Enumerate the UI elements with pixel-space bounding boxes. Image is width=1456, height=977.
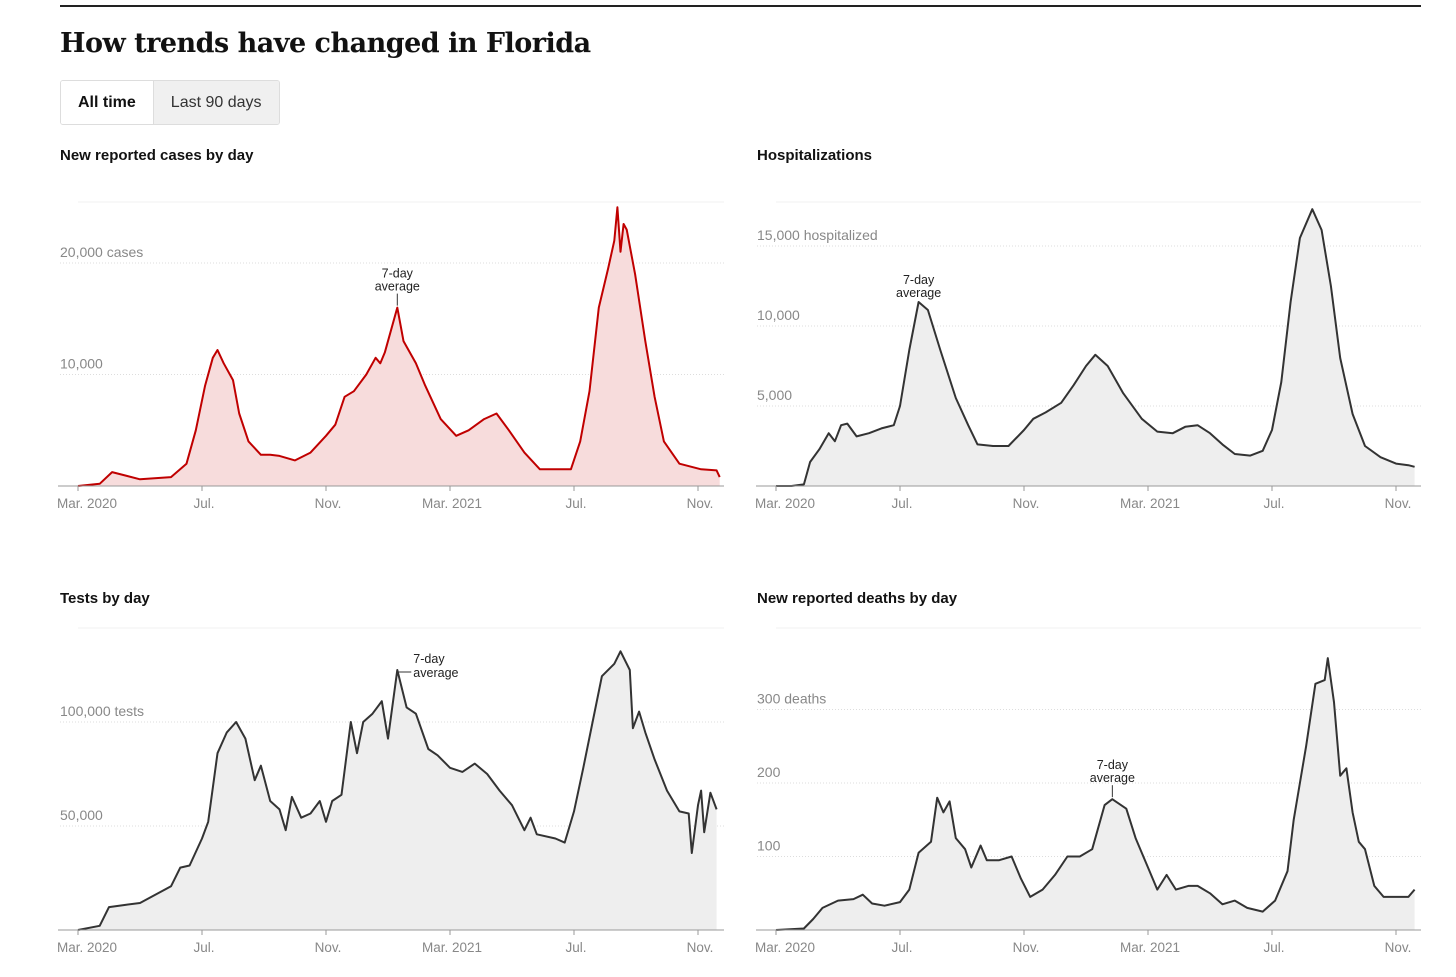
x-tick-label: Jul. (891, 496, 912, 511)
x-tick-label: Nov. (1013, 496, 1040, 511)
page-title: How trends have changed in Florida (60, 28, 591, 59)
y-tick-label: 10,000 (757, 307, 800, 323)
annotation-average: average (413, 666, 458, 680)
x-tick-label: Jul. (193, 496, 214, 511)
cases-chart: 20,000 cases 10,000 Mar. 2020 Jul. Nov. Mar. … (57, 201, 724, 511)
x-tick-label: Jul. (565, 496, 586, 511)
x-tick-label: Nov. (1385, 496, 1412, 511)
hospitalizations-area (776, 209, 1415, 486)
y-tick-label: 15,000 hospitalized (757, 227, 878, 243)
hospitalizations-7-day-average-line (776, 208, 1415, 487)
annotation-7-day: 7-day (413, 652, 445, 666)
hospitalizations-chart-title: Hospitalizations (757, 147, 873, 164)
annotation-average: average (375, 280, 420, 294)
deaths-chart-title: New reported deaths by day (757, 590, 958, 607)
x-tick-label: Mar. 2021 (422, 940, 482, 955)
x-tick-label: Nov. (315, 496, 342, 511)
cases-7-day-average-line (77, 206, 721, 487)
x-tick-label: Mar. 2020 (57, 940, 117, 955)
annotation-7-day: 7-day (1097, 758, 1129, 772)
x-tick-label: Jul. (565, 940, 586, 955)
x-tick-label: Nov. (1013, 940, 1040, 955)
y-tick-label: 10,000 (60, 356, 103, 372)
x-tick-label: Mar. 2020 (57, 496, 117, 511)
tests-chart-title: Tests by day (60, 590, 150, 607)
x-tick-label: Jul. (193, 940, 214, 955)
y-tick-label: 300 deaths (757, 691, 826, 707)
x-tick-label: Jul. (1263, 496, 1284, 511)
tests-area (78, 651, 717, 930)
hospitalizations-chart: 15,000 hospitalized 10,000 5,000 Mar. 2020 J… (755, 201, 1421, 511)
deaths-7-day-average-line (775, 657, 1416, 931)
annotation-7-day: 7-day (382, 267, 414, 281)
tests-chart: 100,000 tests 50,000 Mar. 2020 Jul. Nov. Mar.… (57, 627, 724, 955)
x-tick-label: Nov. (1385, 940, 1412, 955)
annotation-average: average (1090, 771, 1135, 785)
x-tick-label: Nov. (687, 496, 714, 511)
x-tick-label: Mar. 2021 (1120, 940, 1180, 955)
x-tick-label: Nov. (315, 940, 342, 955)
y-tick-label: 100,000 tests (60, 703, 144, 719)
x-tick-label: Nov. (687, 940, 714, 955)
x-tick-label: Mar. 2021 (1120, 496, 1180, 511)
cases-chart-title: New reported cases by day (60, 147, 254, 164)
annotation-7-day: 7-day (903, 273, 935, 287)
tab-all-time[interactable]: All time (61, 81, 153, 124)
x-tick-label: Mar. 2021 (422, 496, 482, 511)
annotation-average: average (896, 286, 941, 300)
x-tick-label: Jul. (1263, 940, 1284, 955)
y-tick-label: 100 (757, 838, 781, 854)
y-tick-label: 20,000 cases (60, 244, 143, 260)
deaths-area (776, 658, 1415, 930)
deaths-chart: 300 deaths 200 100 Mar. 2020 Jul. Nov. Mar. 20… (755, 627, 1421, 955)
top-rule (60, 5, 1421, 7)
x-tick-label: Mar. 2020 (755, 940, 815, 955)
y-tick-label: 50,000 (60, 807, 103, 823)
tab-last-90-days[interactable]: Last 90 days (152, 81, 279, 124)
x-tick-label: Mar. 2020 (755, 496, 815, 511)
y-tick-label: 5,000 (757, 387, 792, 403)
tests-7-day-average-line (77, 650, 718, 931)
x-tick-label: Jul. (891, 940, 912, 955)
cases-area (78, 207, 720, 487)
time-range-tabs: All time Last 90 days (60, 80, 280, 125)
y-tick-label: 200 (757, 764, 781, 780)
